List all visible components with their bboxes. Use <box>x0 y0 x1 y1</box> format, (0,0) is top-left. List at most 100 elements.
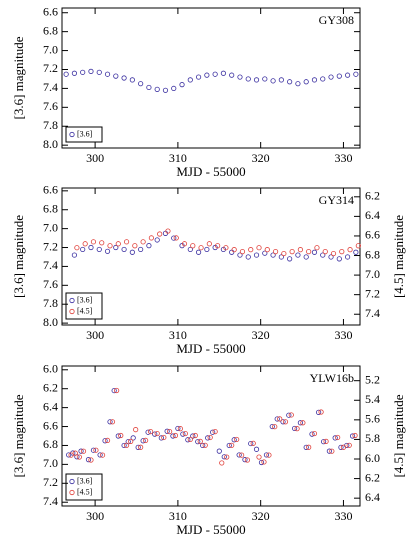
data-point <box>140 438 146 444</box>
data-point <box>130 435 136 441</box>
data-point <box>72 450 78 456</box>
legend-marker <box>69 131 75 138</box>
data-point <box>264 247 270 253</box>
data-point <box>272 249 279 255</box>
legend-label: [3.6] <box>77 295 93 304</box>
data-point <box>262 76 268 82</box>
data-point <box>292 425 298 432</box>
data-point <box>328 74 334 80</box>
data-point <box>181 241 188 247</box>
y-tick-label: 6.6 <box>43 418 58 432</box>
data-point <box>231 437 237 443</box>
data-point <box>96 69 102 75</box>
data-point <box>261 459 267 465</box>
x-tick-label: 300 <box>86 151 104 165</box>
data-point <box>85 457 92 463</box>
data-point <box>253 446 260 452</box>
data-point <box>121 246 127 253</box>
legend-label: [3.6] <box>77 476 93 485</box>
y2-tick-label: 6.6 <box>365 228 380 242</box>
data-point <box>272 424 278 430</box>
data-point <box>320 76 326 82</box>
data-point <box>113 244 119 251</box>
legend-marker <box>69 297 75 304</box>
data-point <box>229 72 235 78</box>
data-point <box>90 447 97 453</box>
data-point <box>115 433 121 439</box>
data-point <box>338 444 344 450</box>
data-point <box>162 87 169 93</box>
data-point <box>179 82 185 88</box>
data-point <box>329 448 335 454</box>
data-point <box>138 246 144 253</box>
data-point <box>322 249 328 255</box>
data-point <box>236 452 242 458</box>
data-point <box>256 245 262 251</box>
y2-tick-label: 5.6 <box>365 412 380 426</box>
data-point <box>332 435 338 441</box>
x-tick-label: 300 <box>86 328 104 342</box>
data-point <box>311 249 318 255</box>
data-point <box>74 245 80 251</box>
y2-tick-label: 5.4 <box>365 392 380 406</box>
data-point <box>154 237 160 243</box>
x-tick-label: 330 <box>334 509 352 523</box>
data-point <box>281 250 287 257</box>
y-tick-label: 7.2 <box>43 239 58 253</box>
data-point <box>182 430 188 437</box>
data-point <box>207 434 213 441</box>
y-tick-label: 7.0 <box>43 220 58 234</box>
y-tick-label: 7.4 <box>43 258 58 272</box>
data-point <box>96 246 102 253</box>
y-tick-label: 6.8 <box>43 201 58 215</box>
data-point <box>278 77 284 83</box>
x-tick-label: 300 <box>86 509 104 523</box>
data-point <box>192 432 198 439</box>
x-axis-label: MJD - 55000 <box>176 522 245 537</box>
data-point <box>190 433 196 439</box>
data-point <box>266 452 272 458</box>
data-point <box>326 448 332 454</box>
data-point <box>104 437 111 444</box>
x-tick-label: 310 <box>169 151 187 165</box>
y-axis-label: [3.6] magnitude <box>11 394 26 477</box>
data-point <box>262 250 268 256</box>
data-point <box>248 440 254 447</box>
y-tick-label: 6.8 <box>43 23 58 37</box>
data-point <box>286 412 292 418</box>
x-tick-label: 320 <box>252 328 270 342</box>
data-point <box>172 432 179 439</box>
data-point <box>212 428 218 435</box>
data-point <box>309 431 315 437</box>
chart-title: YLW16b <box>310 371 354 385</box>
data-point <box>239 452 245 458</box>
data-point <box>219 460 225 466</box>
data-point <box>316 409 322 415</box>
data-point <box>195 439 201 445</box>
y-tick-label: 7.0 <box>43 42 58 56</box>
data-point <box>353 71 359 77</box>
data-point <box>320 252 326 258</box>
data-point <box>129 249 135 255</box>
data-point <box>288 412 294 418</box>
data-point <box>297 247 303 253</box>
data-point <box>237 74 243 80</box>
data-point <box>93 447 99 453</box>
data-point <box>336 73 342 79</box>
data-point <box>104 248 111 254</box>
y2-tick-label: 6.8 <box>365 247 380 261</box>
y-tick-label: 6.0 <box>43 362 58 376</box>
data-point <box>346 442 352 448</box>
data-point <box>107 243 113 249</box>
data-point <box>88 244 94 251</box>
data-point <box>138 81 144 87</box>
data-point <box>277 416 283 422</box>
data-point <box>123 239 130 245</box>
data-point <box>318 409 324 415</box>
data-point <box>171 235 177 241</box>
data-point <box>63 71 69 77</box>
data-point <box>111 387 117 394</box>
y-tick-label: 7.6 <box>43 277 58 291</box>
data-point <box>339 249 345 255</box>
data-point <box>248 247 254 253</box>
